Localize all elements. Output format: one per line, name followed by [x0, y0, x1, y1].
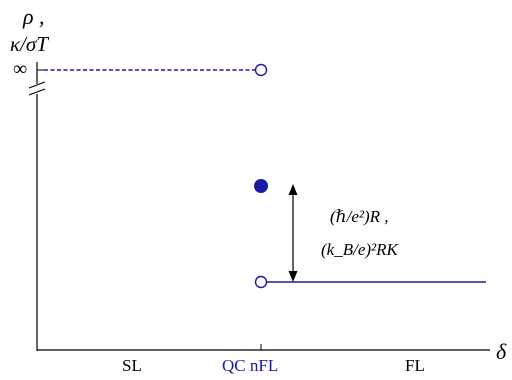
infinity-label: ∞ [13, 58, 28, 80]
jump-arrow-head-down [288, 271, 298, 282]
filled-circle-qc [254, 179, 268, 193]
annotation-line-2: (k_B/e)²RK [321, 240, 398, 259]
y-label-rho: ρ , [23, 4, 45, 29]
region-label-sl: SL [122, 356, 142, 375]
axis-break-mark-1 [28, 81, 46, 89]
axis-break-mark-2 [28, 88, 46, 96]
annotation-line-1: (ℏ/e²)R , [330, 207, 389, 226]
region-label-fl: FL [405, 356, 425, 375]
x-label-delta: δ [496, 339, 507, 364]
open-circle-top [254, 63, 268, 77]
y-label-kappa: κ/σT [10, 32, 48, 56]
open-circle-bottom [254, 275, 268, 289]
region-label-qc-nfl: QC nFL [222, 356, 279, 375]
jump-arrow-head-up [288, 184, 298, 195]
